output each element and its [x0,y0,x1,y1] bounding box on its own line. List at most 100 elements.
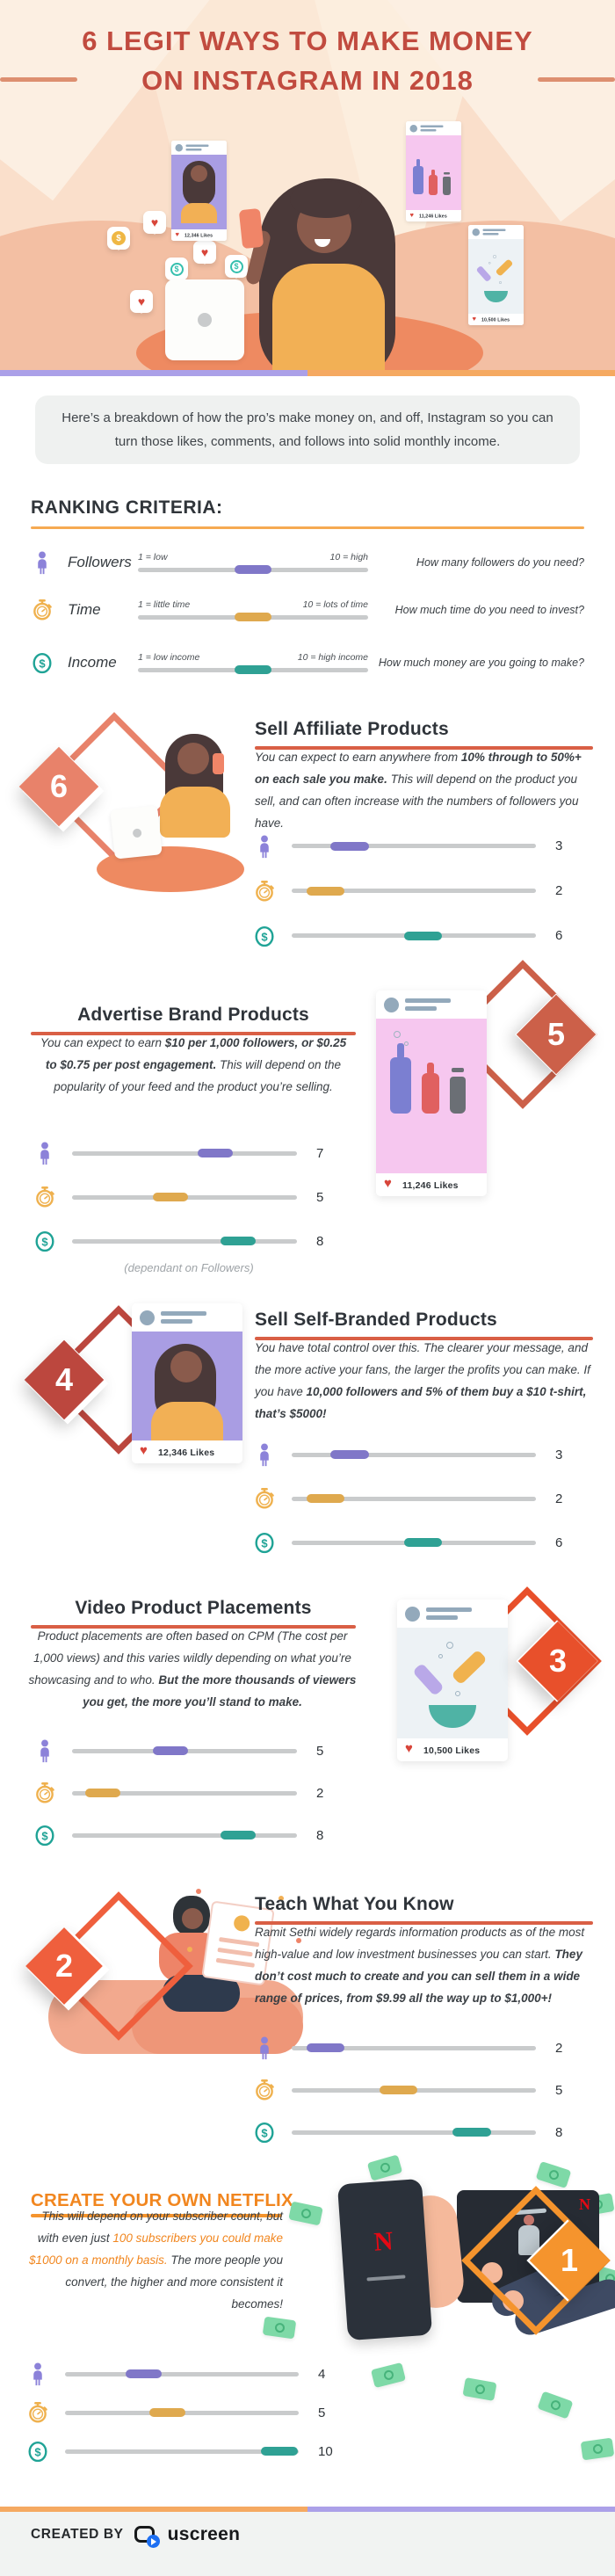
hero-section: 6 LEGIT WAYS TO MAKE MONEY ON INSTAGRAM … [0,0,615,370]
heart-icon: ♥ [405,1741,413,1756]
red-bottle [422,1063,439,1114]
man-face [182,1908,203,1929]
card-image [397,1628,508,1738]
laptop-illustration [165,279,244,360]
rating-fill [220,1237,256,1245]
confetti-dot [196,1889,201,1894]
card-image [132,1332,242,1440]
likes-count: 10,500 Likes [423,1745,481,1756]
subtitle-bar [426,1615,458,1620]
woman-smile [315,239,330,247]
rating-value: 6 [555,928,563,943]
rating-track [65,2447,299,2456]
smartphone-icon [238,207,264,250]
man-pants [163,1975,240,2012]
phone [213,753,224,774]
section-video-product-placements: Video Product Placements Product placeme… [0,1586,615,1881]
teal-bowl [429,1705,476,1728]
instagram-card-pouring: ♥ 10,500 Likes [397,1600,508,1761]
rating-track [65,2369,299,2378]
criteria-slider: 1 = little time 10 = lots of time [138,599,368,621]
card-header [132,1303,242,1332]
rank-number: 1 [560,2242,579,2278]
rating-track [72,1193,297,1201]
blue-bottle [390,1043,411,1114]
woman-phone-illustration [97,734,250,892]
money-bill [537,2391,574,2420]
gold-bottle [495,258,514,277]
section-ratings: 7 5 8 [33,1131,343,1263]
dollar-icon [35,1230,54,1252]
netflix-logo-letter: N [373,2226,394,2257]
heart-icon: ♥ [200,245,209,259]
section-body: You have total control over this. The cl… [255,1341,590,1420]
rating-value: 2 [555,2040,563,2056]
rating-fill [235,565,271,574]
rating-fill [380,2086,418,2094]
criteria-question: How much money are you going to make? [378,657,584,669]
rating-fill [235,665,271,674]
rating-fill [403,1538,442,1547]
section-underline [31,1625,356,1629]
criteria-row-followers: Followers 1 = low 10 = high How many fol… [31,543,584,582]
rating-track [292,1538,536,1547]
rating-row-time: 5 [33,1175,343,1219]
section-sell-affiliate-products: 6 Sell Affiliate Products You can expect… [0,707,615,998]
section-title: Sell Affiliate Products [255,719,449,739]
scale-labels: 1 = low income 10 = high income [138,652,368,663]
shirt [160,787,230,838]
section-ratings: 3 2 6 [253,1433,582,1564]
bubble [404,1041,409,1046]
heart-icon: ♥ [175,230,179,238]
rating-track [72,1237,297,1245]
stopwatch-icon [256,2079,274,2101]
confetti-dot [296,1938,301,1943]
card-footer: ♥ 10,500 Likes [397,1738,508,1761]
heart-icon: ♥ [140,1443,148,1458]
instagram-card-portrait: ♥ 12,346 Likes [132,1303,242,1463]
rating-track [65,2408,299,2417]
avatar [472,229,480,236]
money-bill [580,2437,615,2461]
card-header [468,225,524,239]
username-bar [161,1311,206,1316]
dollar-icon [35,1825,54,1847]
teal-bowl [484,291,508,302]
lavender-bottle [475,265,492,283]
dollar-icon: $ [229,259,243,273]
subtitle-bar [405,1006,437,1011]
dollar-icon [28,2441,47,2463]
rating-fill [198,1149,234,1157]
card-image [376,1019,487,1173]
rating-row-income: 8 [33,1219,343,1263]
username-bar [185,144,209,147]
rating-row-time: 2 [253,1477,582,1520]
card-header [406,121,461,135]
rating-row-followers: 7 [33,1131,343,1175]
username-bar [426,1607,472,1612]
rating-value: 5 [555,2082,563,2098]
rating-track [72,1789,297,1797]
money-bill [462,2377,497,2401]
person-icon [260,2036,269,2060]
instagram-card-bottles: ♥ 11,246 Likes [406,121,461,221]
woman-hair-fringe [290,181,362,218]
page-title: 6 LEGIT WAYS TO MAKE MONEY ON INSTAGRAM … [62,21,554,100]
criteria-question: How much time do you need to invest? [394,604,584,616]
netflix-illustration: N N 1 [0,2154,615,2507]
viewer-foot [503,2290,524,2311]
footer-credit: CREATED BY uscreen [31,2524,240,2548]
card-footer: ♥ 11,246 Likes [406,210,461,221]
section-body: This will depend on your subscriber coun… [29,2210,283,2311]
card-image [171,155,227,229]
footer-divider [0,2507,615,2512]
pump-bottle [450,1068,466,1114]
username-bar [482,229,506,231]
money-bill [262,2316,297,2340]
title-dash-right [538,77,615,82]
avatar [384,998,399,1012]
card-footer: ♥ 12,346 Likes [171,229,227,241]
section-body: You can expect to earn anywhere from 10%… [255,751,582,830]
bubble [493,255,496,258]
criteria-slider: 1 = low 10 = high [138,552,368,574]
